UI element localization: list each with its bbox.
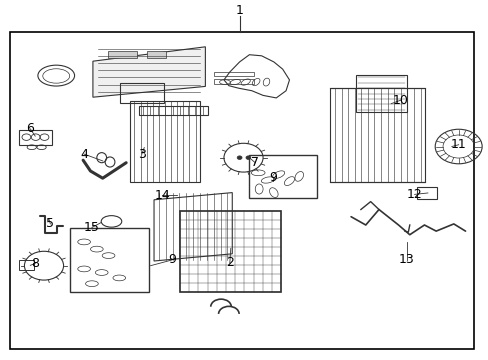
Bar: [214, 72, 254, 76]
Circle shape: [237, 156, 242, 159]
Text: 7: 7: [251, 156, 259, 169]
Bar: [416, 187, 436, 199]
Text: 6: 6: [26, 122, 34, 135]
Text: 3: 3: [138, 148, 145, 161]
Bar: [10, 32, 473, 349]
Text: 9: 9: [168, 253, 176, 266]
Bar: [329, 88, 425, 182]
Text: 11: 11: [450, 138, 466, 151]
Bar: [19, 130, 52, 145]
Text: 15: 15: [84, 221, 100, 234]
Text: 1: 1: [235, 4, 243, 17]
Bar: [146, 51, 166, 58]
Text: 12: 12: [406, 188, 422, 201]
Bar: [70, 228, 149, 292]
Bar: [355, 75, 407, 112]
Text: 14: 14: [154, 189, 170, 202]
Text: 9: 9: [268, 171, 276, 184]
Text: 8: 8: [31, 257, 39, 270]
Bar: [180, 211, 281, 292]
Bar: [139, 106, 207, 115]
Circle shape: [245, 156, 250, 159]
Text: 10: 10: [392, 94, 408, 107]
Polygon shape: [93, 47, 205, 97]
Bar: [129, 101, 200, 182]
Text: 5: 5: [46, 217, 54, 230]
Text: 13: 13: [398, 253, 414, 266]
Bar: [107, 51, 137, 58]
Bar: [214, 79, 254, 84]
Text: 4: 4: [80, 148, 88, 161]
Bar: [19, 260, 34, 270]
Bar: [249, 155, 316, 198]
Text: 2: 2: [225, 256, 233, 269]
Bar: [120, 83, 163, 103]
